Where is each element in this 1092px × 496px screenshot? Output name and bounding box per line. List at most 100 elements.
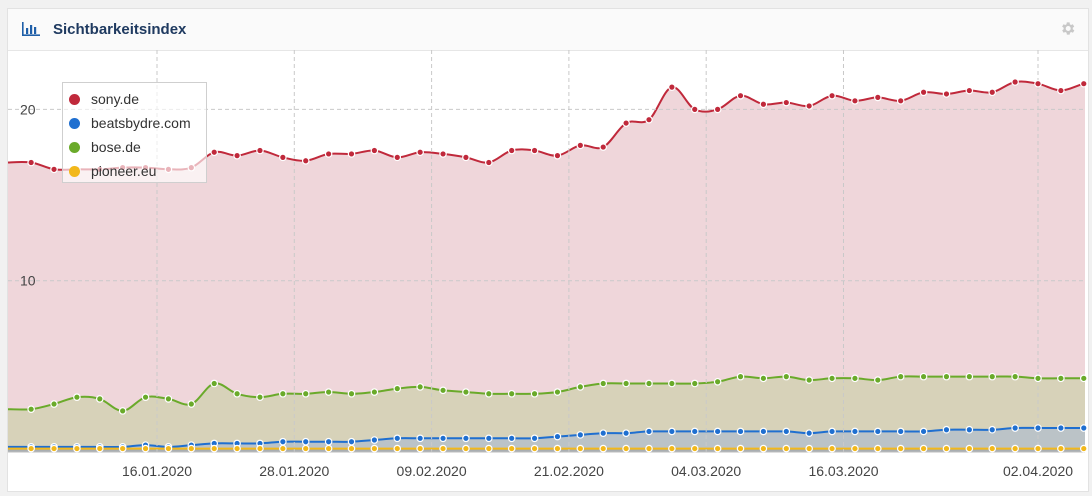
- data-point: [736, 372, 745, 381]
- data-point: [233, 389, 241, 398]
- data-point: [141, 444, 150, 453]
- legend-item-pioneer[interactable]: pioneer.eu: [63, 159, 206, 183]
- data-point: [439, 386, 447, 395]
- data-point: [324, 388, 333, 396]
- data-point: [485, 158, 493, 167]
- data-point: [416, 444, 424, 453]
- data-point: [393, 153, 402, 162]
- data-point: [622, 444, 630, 453]
- data-point: [233, 151, 241, 160]
- data-point: [622, 379, 630, 388]
- data-point: [668, 427, 676, 436]
- data-point: [73, 393, 81, 401]
- data-point: [713, 377, 722, 386]
- data-point: [439, 444, 447, 453]
- legend-item-bose[interactable]: bose.de: [63, 135, 206, 159]
- legend-marker-icon: [69, 141, 80, 153]
- data-point: [256, 444, 264, 453]
- legend-item-sony[interactable]: sony.de: [63, 87, 206, 111]
- data-point: [210, 148, 219, 157]
- data-point: [759, 427, 768, 436]
- data-point: [347, 389, 356, 398]
- data-point: [851, 374, 859, 383]
- data-point: [645, 379, 653, 388]
- data-point: [553, 444, 562, 453]
- data-point: [439, 150, 447, 158]
- data-point: [965, 86, 974, 95]
- data-point: [713, 427, 722, 436]
- data-point: [347, 150, 356, 158]
- data-point: [164, 395, 173, 403]
- data-point: [988, 88, 997, 97]
- data-point: [393, 434, 402, 443]
- data-point: [965, 425, 974, 434]
- data-point: [1011, 424, 1019, 432]
- legend-item-beatsbydre[interactable]: beatsbydre.com: [63, 111, 206, 135]
- data-point: [896, 372, 905, 381]
- data-point: [530, 389, 539, 398]
- data-point: [942, 372, 951, 381]
- data-point: [1011, 444, 1019, 453]
- data-point: [599, 429, 608, 437]
- data-point: [759, 100, 768, 109]
- data-point: [324, 444, 333, 453]
- data-point: [874, 376, 882, 384]
- y-tick-label: 10: [20, 273, 36, 289]
- data-point: [874, 444, 882, 453]
- bar-chart-icon: [22, 22, 40, 36]
- legend-marker-icon: [69, 93, 80, 105]
- data-point: [942, 90, 951, 98]
- legend-label: sony.de: [91, 91, 139, 107]
- chart-legend: sony.de beatsbydre.com bose.de pioneer.e…: [62, 82, 207, 183]
- legend-label: bose.de: [91, 139, 141, 155]
- data-point: [668, 83, 676, 91]
- data-point: [828, 427, 836, 436]
- data-point: [782, 444, 791, 453]
- data-point: [645, 115, 653, 124]
- data-point: [530, 444, 539, 453]
- data-point: [462, 388, 470, 396]
- data-point: [988, 372, 997, 381]
- data-point: [1057, 86, 1065, 95]
- data-point: [1057, 424, 1065, 432]
- data-point: [370, 388, 379, 396]
- data-point: [690, 105, 699, 114]
- data-point: [507, 389, 516, 398]
- data-point: [1011, 78, 1019, 86]
- data-point: [805, 444, 813, 453]
- data-point: [462, 153, 470, 162]
- data-point: [988, 425, 997, 434]
- data-point: [622, 429, 630, 437]
- data-point: [690, 427, 699, 436]
- data-point: [530, 146, 539, 155]
- data-point: [553, 151, 562, 160]
- data-point: [851, 444, 859, 453]
- gear-icon[interactable]: [1059, 20, 1076, 37]
- data-point: [965, 372, 974, 381]
- data-point: [95, 444, 104, 453]
- data-point: [828, 91, 836, 100]
- data-point: [599, 444, 608, 453]
- data-point: [233, 444, 241, 453]
- data-point: [919, 372, 928, 381]
- x-tick-label: 04.03.2020: [671, 463, 741, 479]
- data-point: [210, 444, 219, 453]
- card-header: Sichtbarkeitsindex: [8, 9, 1088, 51]
- data-point: [393, 444, 402, 453]
- data-point: [27, 444, 35, 453]
- data-point: [736, 444, 745, 453]
- data-point: [530, 434, 539, 443]
- data-point: [27, 158, 35, 167]
- data-point: [553, 388, 562, 396]
- data-point: [645, 444, 653, 453]
- data-point: [141, 393, 150, 401]
- data-point: [668, 379, 676, 388]
- data-point: [279, 444, 287, 453]
- data-point: [576, 141, 585, 150]
- data-point: [782, 427, 791, 436]
- data-point: [919, 427, 928, 436]
- data-point: [896, 427, 905, 436]
- data-point: [805, 429, 813, 437]
- data-point: [896, 444, 905, 453]
